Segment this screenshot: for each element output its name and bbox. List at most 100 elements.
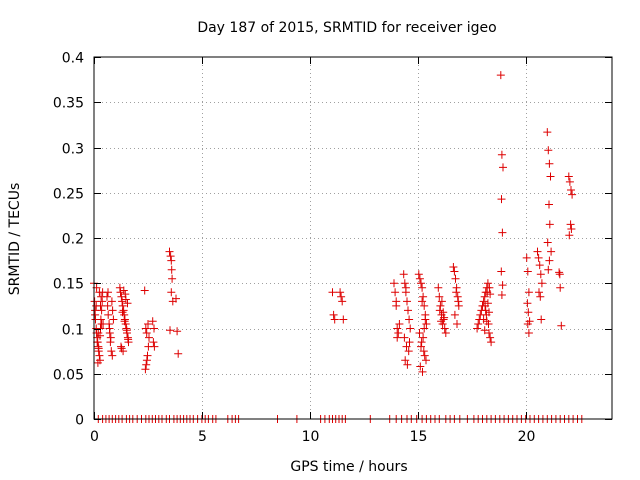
data-point [523,320,532,328]
data-point [497,267,506,276]
data-point [106,333,115,342]
data-point [565,177,574,186]
data-point [144,320,152,328]
data-point [108,306,117,315]
data-point [556,283,565,292]
x-tick-label: 5 [198,429,207,445]
data-point [543,238,552,247]
data-point [418,283,427,292]
y-tick-label: 0.1 [62,323,84,339]
data-point [103,292,111,301]
grid-lines [94,57,612,419]
data-point [420,301,429,310]
data-point [497,150,506,159]
data-point [568,190,577,199]
y-tick-label: 0 [75,413,84,429]
data-point [435,306,444,315]
data-point [545,200,553,209]
data-point [482,310,491,319]
data-point [109,315,118,324]
data-point [90,297,99,306]
data-point [118,308,127,317]
data-point [400,279,409,288]
data-point [534,253,543,262]
data-point [454,297,463,306]
data-point [453,320,461,328]
data-point [95,351,104,360]
data-point [119,306,128,315]
data-point [166,252,175,261]
data-point [97,306,106,315]
data-point [453,292,462,301]
data-point [141,324,150,333]
data-point [107,347,116,356]
data-point [545,159,554,168]
data-point [405,338,414,347]
data-point [555,270,564,279]
data-point [480,326,489,335]
data-point [174,349,183,358]
data-point [417,279,425,288]
data-point [535,288,543,297]
data-points [90,71,586,423]
data-point [97,320,106,328]
axis-ticks: 0 0.05 0.1 0.15 0.2 0.25 0.3 0.35 0.4 0 5 10 15 20 [53,51,612,445]
data-point [338,297,347,306]
data-point [150,342,159,351]
data-point [401,283,410,292]
data-point [405,315,414,324]
data-point [93,338,102,347]
data-point [422,356,430,365]
data-point [485,329,493,337]
x-axis-label: GPS time / hours [290,459,407,475]
x-tick-label: 20 [518,429,536,445]
data-point [140,286,149,295]
data-point [391,288,400,297]
data-point [150,324,158,333]
y-tick-label: 0.05 [53,368,84,384]
data-point [329,310,338,319]
data-point [145,333,153,342]
data-point [104,288,112,297]
data-point [524,329,533,337]
data-point [142,360,151,369]
data-point [440,324,449,333]
data-point [452,288,461,297]
data-point [544,265,553,274]
data-point [93,358,102,367]
data-point [419,333,428,342]
data-point [437,317,446,326]
data-point [96,331,104,340]
data-point [419,347,428,356]
data-point [545,256,554,265]
data-point [567,186,575,194]
data-point [479,297,488,306]
data-point [399,270,408,279]
data-point [415,329,424,337]
data-point [486,333,495,342]
data-point [96,301,105,310]
data-point [524,288,533,297]
data-point [103,301,112,310]
data-point [122,326,131,335]
data-point [498,281,507,290]
data-point [417,338,426,347]
data-point [124,335,133,344]
data-point [416,362,425,371]
chart-title: Day 187 of 2015, SRMTID for receiver ige… [197,20,496,36]
data-point [119,286,128,295]
x-tick-label: 15 [410,429,428,445]
data-point [523,299,532,308]
data-point [479,315,488,324]
data-point [498,228,507,237]
data-point [406,324,415,333]
data-point [98,297,107,306]
data-point [449,263,458,271]
data-point [435,292,444,301]
data-point [547,247,556,256]
y-tick-label: 0.35 [53,96,84,112]
data-point [95,288,104,297]
y-tick-label: 0.4 [62,51,84,67]
data-point [404,347,413,356]
data-point [330,315,339,324]
